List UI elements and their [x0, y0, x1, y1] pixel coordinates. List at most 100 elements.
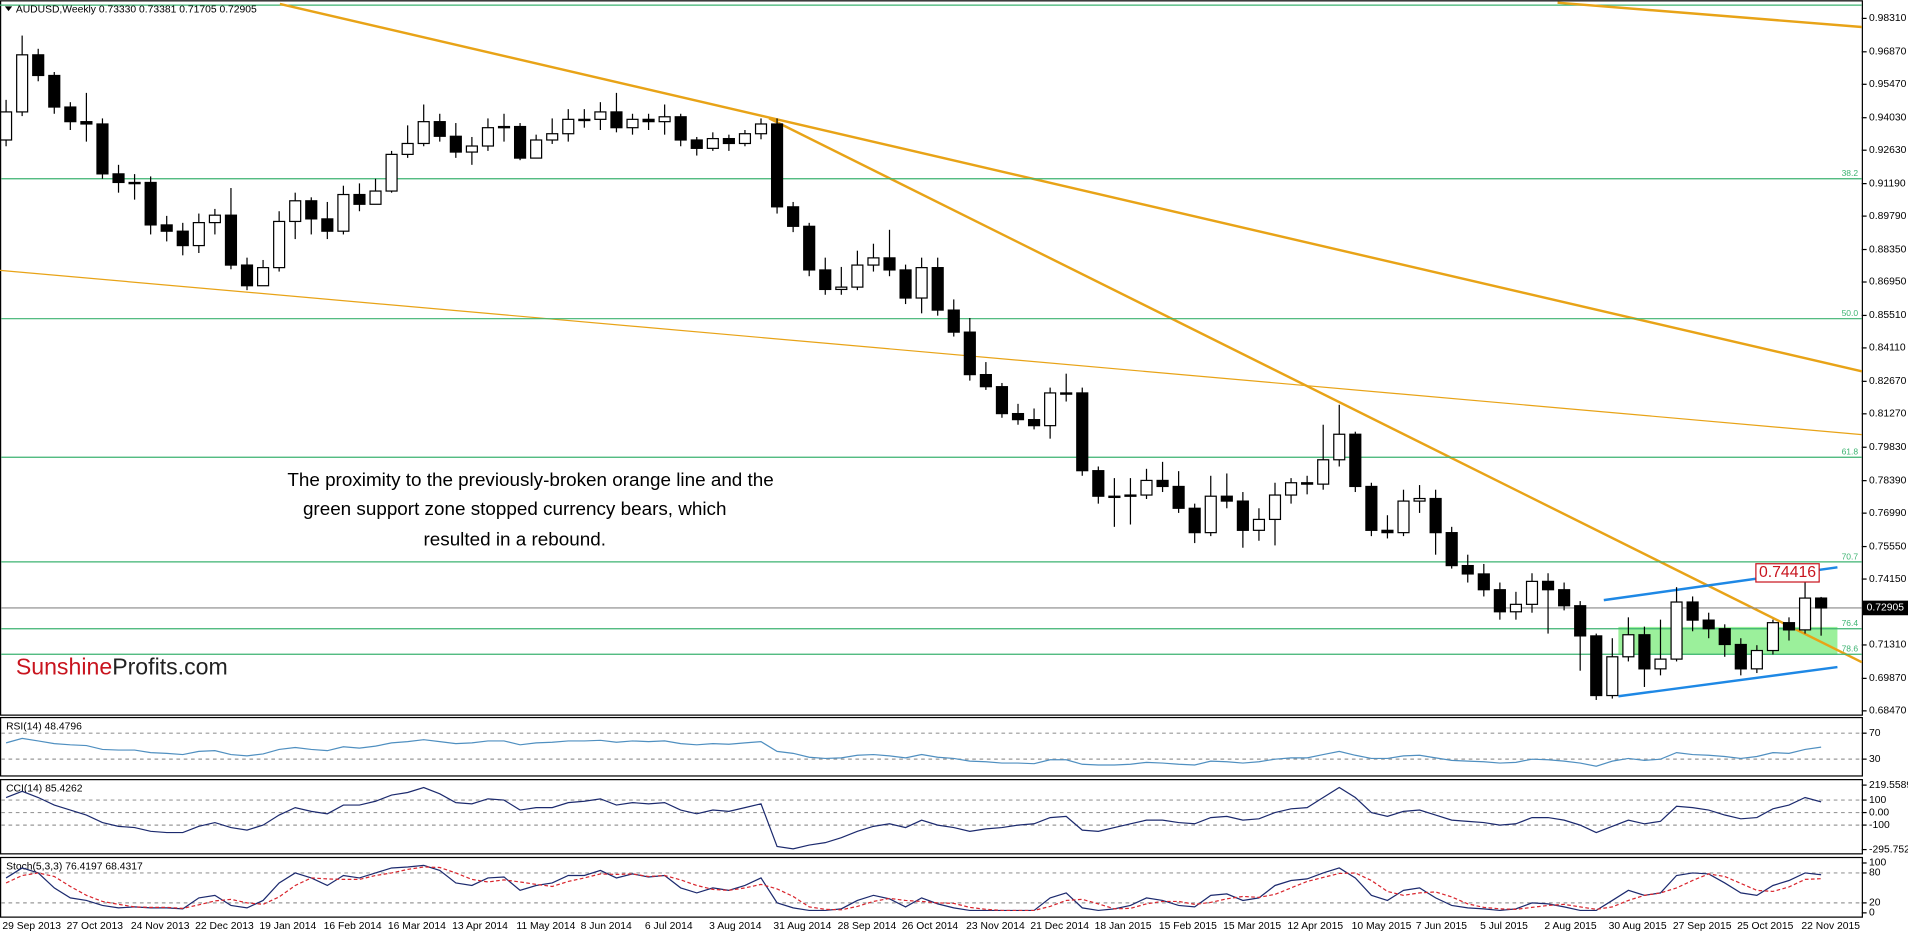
candle-body: [1413, 497, 1426, 502]
fib-label: 50.0: [1842, 308, 1859, 318]
x-tick-label: 30 Aug 2015: [1609, 921, 1667, 932]
marked-high-label: 0.74416: [1759, 564, 1816, 581]
candle-body: [1622, 634, 1635, 658]
fib-label: 61.8: [1842, 447, 1859, 457]
annotation-line: resulted in a rebound.: [424, 528, 606, 549]
x-tick-label: 3 Aug 2014: [709, 921, 762, 932]
annotation-line: The proximity to the previously-broken o…: [287, 469, 773, 490]
fib-label: 38.2: [1842, 168, 1859, 178]
x-tick-label: 10 May 2015: [1352, 921, 1412, 932]
candle-body: [369, 190, 382, 205]
candle-body: [240, 264, 254, 287]
candle-body: [1461, 564, 1474, 575]
candle-body: [979, 373, 992, 388]
candle-body: [1188, 507, 1201, 534]
candle-body: [208, 214, 221, 224]
candle-body: [947, 309, 960, 333]
candle-body: [160, 224, 173, 232]
cci-pane: [0, 779, 1863, 855]
candle-body: [1011, 412, 1025, 421]
candle-body: [465, 145, 478, 153]
candle-body: [803, 225, 816, 271]
x-tick-label: 25 Oct 2015: [1737, 921, 1794, 932]
x-tick-label: 31 Aug 2014: [773, 921, 831, 932]
indicator-line: [5, 864, 1822, 912]
candle-body: [1027, 419, 1041, 427]
menu-triangle: [4, 6, 13, 12]
indicator-line: [5, 786, 1822, 850]
y-tick-label: 0.91190: [1869, 178, 1906, 189]
candle-body: [128, 181, 141, 185]
candle-body: [1654, 658, 1667, 670]
y-tick-label: 0.76990: [1869, 508, 1907, 519]
candle-body: [417, 121, 430, 145]
candle-body: [1156, 479, 1169, 488]
candle-body: [449, 135, 462, 153]
candle-body: [1477, 573, 1490, 591]
fib-label: 78.6: [1842, 644, 1859, 654]
x-tick-label: 5 Jul 2015: [1480, 921, 1528, 932]
candle-body: [1252, 518, 1266, 531]
candle-body: [1317, 459, 1330, 485]
candle-body: [819, 269, 832, 291]
x-tick-label: 21 Dec 2014: [1030, 921, 1089, 932]
candle-body: [1108, 495, 1121, 499]
x-tick-label: 7 Jun 2015: [1416, 921, 1467, 932]
candle-body: [1766, 622, 1780, 652]
chart-header: AUDUSD,Weekly 0.73330 0.73381 0.71705 0.…: [16, 5, 257, 16]
candle-body: [1638, 634, 1651, 670]
indicator-line: [5, 866, 1822, 912]
candle-body: [224, 214, 238, 266]
y-tick-label: 0.74150: [1869, 574, 1907, 585]
marked-high-box: [1755, 563, 1820, 583]
candle-body: [770, 123, 784, 208]
candle-body: [1268, 494, 1282, 521]
candle-body: [1718, 628, 1731, 646]
candle-body: [0, 111, 13, 141]
x-tick-label: 16 Mar 2014: [388, 921, 446, 932]
candle-body: [1333, 433, 1346, 461]
candle-body: [192, 221, 205, 247]
candle-body: [497, 125, 511, 129]
x-tick-label: 16 Feb 2014: [324, 921, 382, 932]
current-price-box: [1862, 600, 1908, 616]
candle-body: [530, 139, 543, 159]
candle-body: [1493, 589, 1506, 613]
candle-body: [353, 193, 366, 205]
candle-body: [738, 133, 752, 145]
y-tick-label: 30: [1869, 754, 1881, 765]
candle-body: [1670, 601, 1683, 660]
candle-body: [546, 133, 559, 141]
candle-body: [433, 121, 446, 137]
candle-body: [176, 230, 189, 247]
candle-body: [899, 269, 912, 299]
y-tick-label: 0.96870: [1869, 47, 1907, 58]
candle-body: [289, 200, 302, 223]
fib-label: 70.7: [1842, 551, 1859, 561]
candle-body: [1349, 433, 1362, 488]
candle-body: [1044, 392, 1057, 427]
x-tick-label: 24 Nov 2013: [131, 921, 190, 932]
y-tick-label: 0.98310: [1869, 13, 1907, 24]
candle-body: [1445, 532, 1458, 567]
x-tick-label: 26 Oct 2014: [902, 921, 959, 932]
x-tick-label: 2 Aug 2015: [1544, 921, 1597, 932]
y-tick-label: 0.88350: [1869, 244, 1907, 255]
candle-body: [112, 173, 125, 184]
candle-body: [851, 264, 864, 288]
x-tick-label: 12 Apr 2015: [1287, 921, 1343, 932]
y-tick-label: 0.69870: [1869, 673, 1907, 684]
candle-body: [16, 54, 29, 113]
x-tick-label: 28 Sep 2014: [838, 921, 897, 932]
y-tick-label: 100: [1869, 858, 1886, 869]
candle-body: [1541, 580, 1555, 591]
candle-body: [144, 181, 157, 226]
candle-body: [594, 111, 607, 120]
y-tick-label: 219.5589: [1869, 780, 1908, 791]
candle-body: [578, 118, 591, 122]
x-tick-label: 27 Sep 2015: [1673, 921, 1732, 932]
